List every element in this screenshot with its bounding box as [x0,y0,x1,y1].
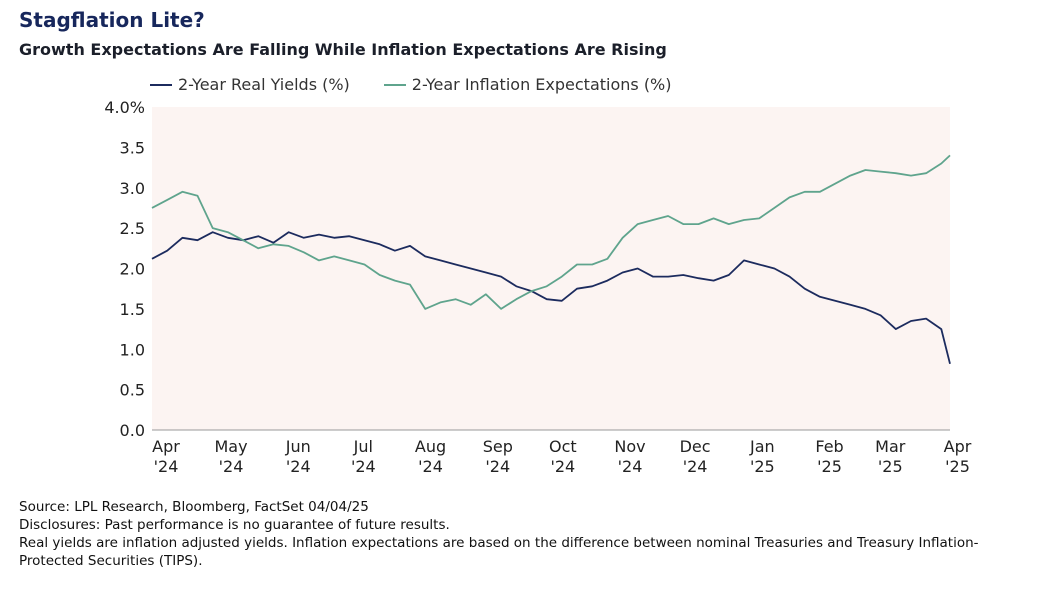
legend-swatch-real-yields [150,83,172,86]
x-tick-year: '24 [219,457,244,476]
x-tick-month: May [215,437,248,456]
x-tick-month: Oct [549,437,577,456]
x-tick-year: '24 [485,457,510,476]
legend-label-real-yields: 2-Year Real Yields (%) [178,75,350,94]
x-tick-month: Jun [285,437,311,456]
x-tick-month: Mar [875,437,906,456]
series-line-real-yields [151,231,951,365]
x-tick-month: Apr [152,437,180,456]
x-tick-month: Jan [749,437,775,456]
y-tick-label: 2.5 [120,219,145,238]
x-tick-year: '24 [286,457,311,476]
y-tick-label: 4.0% [104,98,145,117]
y-tick-label: 3.0 [120,179,145,198]
legend-label-inflation: 2-Year Inflation Expectations (%) [411,75,672,94]
series-lines [151,154,951,365]
legend-item-real-yields: 2-Year Real Yields (%) [150,75,350,94]
x-tick-month: Sep [483,437,513,456]
x-tick-month: Dec [680,437,711,456]
y-tick-label: 0.5 [120,381,145,400]
legend-item-inflation: 2-Year Inflation Expectations (%) [383,75,672,94]
x-tick-year: '25 [750,457,775,476]
x-tick-year: '25 [945,457,970,476]
x-tick-year: '24 [550,457,575,476]
chart-title: Stagflation Lite? [19,8,205,32]
series-line-inflation-expectations [151,154,951,310]
x-tick-month: Feb [815,437,843,456]
x-tick-year: '24 [683,457,708,476]
x-tick-year: '24 [618,457,643,476]
x-axis: Apr'24May'24Jun'24Jul'24Aug'24Sep'24Oct'… [152,429,972,476]
footer: Source: LPL Research, Bloomberg, FactSet… [19,498,1019,570]
source-note: Source: LPL Research, Bloomberg, FactSet… [19,499,369,515]
disclosure-note: Disclosures: Past performance is no guar… [19,517,450,533]
legend-swatch-inflation [383,83,406,86]
y-tick-label: 2.0 [120,260,145,279]
x-tick-year: '25 [817,457,842,476]
definition-note: Real yields are inflation adjusted yield… [19,535,979,569]
y-tick-label: 1.0 [120,340,145,359]
x-tick-year: '24 [154,457,179,476]
x-tick-month: Jul [353,437,373,456]
y-tick-label: 3.5 [120,138,145,157]
x-tick-month: Nov [614,437,645,456]
y-axis: 4.0% 3.5 3.0 2.5 2.0 1.5 1.0 0.5 0.0 [104,98,145,440]
plot-background [152,107,950,430]
y-tick-label: 1.5 [120,300,145,319]
x-tick-month: Aug [415,437,446,456]
x-tick-year: '24 [351,457,376,476]
x-tick-month: Apr [944,437,972,456]
y-tick-label: 0.0 [120,421,145,440]
x-tick-year: '24 [418,457,443,476]
x-tick-year: '25 [878,457,903,476]
chart-subtitle: Growth Expectations Are Falling While In… [19,40,667,59]
legend: 2-Year Real Yields (%) 2-Year Inflation … [150,75,672,94]
